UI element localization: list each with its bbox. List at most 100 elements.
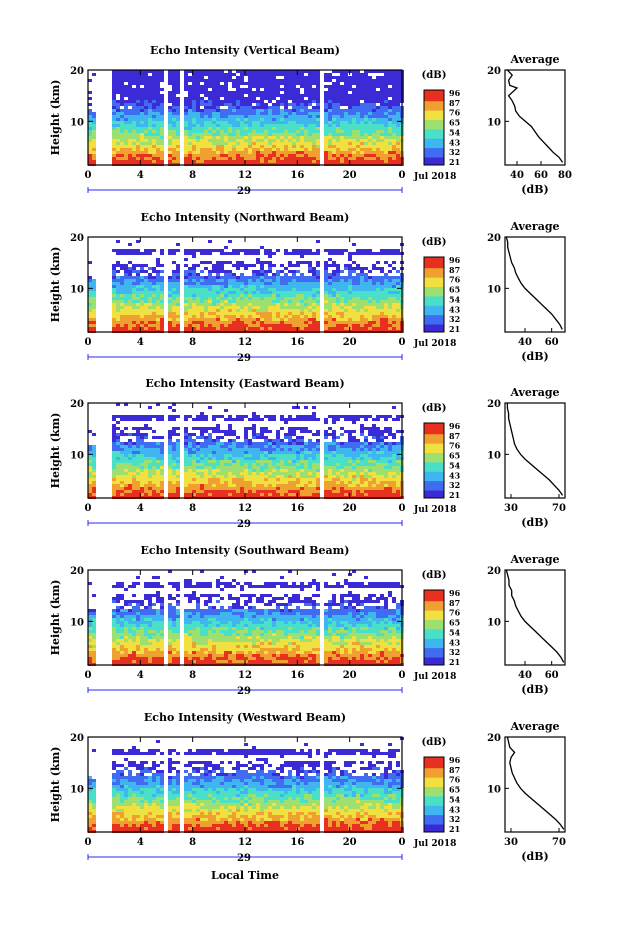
heatmap-cell bbox=[144, 282, 148, 285]
heatmap-cell bbox=[296, 91, 300, 94]
heatmap-cell bbox=[116, 264, 120, 267]
heatmap-cell bbox=[272, 85, 276, 88]
heatmap-cell bbox=[112, 418, 116, 421]
heatmap-cell bbox=[336, 288, 340, 291]
heatmap-cell bbox=[92, 160, 96, 163]
heatmap-cell bbox=[204, 276, 208, 279]
heatmap-cell bbox=[252, 457, 256, 460]
heatmap-cell bbox=[276, 85, 280, 88]
heatmap-cell bbox=[212, 493, 216, 496]
heatmap-cell bbox=[244, 294, 248, 297]
heatmap-cell bbox=[236, 249, 240, 252]
heatmap-cell bbox=[128, 478, 132, 481]
heatmap-cell bbox=[176, 306, 180, 309]
heatmap-cell bbox=[268, 264, 272, 267]
heatmap-cell bbox=[240, 321, 244, 324]
heatmap-cell bbox=[388, 118, 392, 121]
heatmap-cell bbox=[332, 91, 336, 94]
heatmap-cell bbox=[224, 418, 228, 421]
heatmap-cell bbox=[260, 312, 264, 315]
heatmap-cell bbox=[216, 285, 220, 288]
x-tick-label: 0 bbox=[399, 170, 406, 181]
heatmap-cell bbox=[296, 160, 300, 163]
heatmap-cell bbox=[192, 82, 196, 85]
heatmap-cell bbox=[200, 481, 204, 484]
heatmap-cell bbox=[144, 115, 148, 118]
heatmap-cell bbox=[280, 142, 284, 145]
heatmap-cell bbox=[296, 97, 300, 100]
heatmap-cell bbox=[244, 490, 248, 493]
heatmap-cell bbox=[340, 148, 344, 151]
heatmap-cell bbox=[236, 279, 240, 282]
heatmap-cell bbox=[364, 300, 368, 303]
heatmap-cell bbox=[236, 297, 240, 300]
heatmap-cell bbox=[152, 73, 156, 76]
heatmap-cell bbox=[372, 300, 376, 303]
heatmap-cell bbox=[128, 466, 132, 469]
heatmap-cell bbox=[136, 82, 140, 85]
heatmap-cell bbox=[380, 279, 384, 282]
heatmap-cell bbox=[116, 252, 120, 255]
heatmap-cell bbox=[292, 130, 296, 133]
heatmap-cell bbox=[240, 133, 244, 136]
heatmap-cell bbox=[244, 118, 248, 121]
heatmap-cell bbox=[120, 142, 124, 145]
heatmap-cell bbox=[292, 103, 296, 106]
heatmap-cell bbox=[376, 321, 380, 324]
heatmap-cell bbox=[88, 303, 92, 306]
heatmap-cell bbox=[200, 100, 204, 103]
heatmap-cell bbox=[344, 300, 348, 303]
heatmap-cell bbox=[144, 145, 148, 148]
y-tick-label: 20 bbox=[70, 233, 84, 244]
heatmap-cell bbox=[340, 70, 344, 73]
heatmap-cell bbox=[184, 285, 188, 288]
heatmap-cell bbox=[256, 70, 260, 73]
heatmap-cell bbox=[368, 318, 372, 321]
heatmap-cell bbox=[284, 151, 288, 154]
heatmap-cell bbox=[396, 115, 400, 118]
heatmap-cell bbox=[116, 484, 120, 487]
heatmap-cell bbox=[252, 315, 256, 318]
heatmap-cell bbox=[136, 300, 140, 303]
x-tick-label: 0 bbox=[85, 337, 92, 348]
heatmap-cell bbox=[140, 490, 144, 493]
heatmap-cell bbox=[384, 76, 388, 79]
heatmap-cell bbox=[392, 88, 396, 91]
heatmap-cell bbox=[128, 493, 132, 496]
heatmap-cell bbox=[176, 463, 180, 466]
heatmap-cell bbox=[160, 327, 164, 330]
heatmap-cell bbox=[176, 451, 180, 454]
heatmap-cell bbox=[208, 121, 212, 124]
heatmap-cell bbox=[208, 478, 212, 481]
heatmap-cell bbox=[268, 288, 272, 291]
heatmap-cell bbox=[208, 300, 212, 303]
heatmap-cell bbox=[204, 481, 208, 484]
colorbar-segment bbox=[424, 140, 444, 143]
heatmap-cell bbox=[192, 475, 196, 478]
heatmap-cell bbox=[308, 264, 312, 267]
heatmap-cell bbox=[120, 76, 124, 79]
heatmap-cell bbox=[256, 297, 260, 300]
heatmap-cell bbox=[136, 418, 140, 421]
heatmap-cell bbox=[176, 145, 180, 148]
heatmap-cell bbox=[112, 457, 116, 460]
heatmap-cell bbox=[244, 460, 248, 463]
heatmap-cell bbox=[348, 324, 352, 327]
heatmap-cell bbox=[184, 139, 188, 142]
heatmap-cell bbox=[212, 484, 216, 487]
heatmap-cell bbox=[204, 252, 208, 255]
heatmap-cell bbox=[276, 327, 280, 330]
heatmap-cell bbox=[228, 94, 232, 97]
heatmap-cell bbox=[268, 291, 272, 294]
heatmap-cell bbox=[316, 321, 320, 324]
heatmap-cell bbox=[348, 276, 352, 279]
heatmap-cell bbox=[204, 103, 208, 106]
heatmap-cell bbox=[132, 418, 136, 421]
heatmap-cell bbox=[308, 249, 312, 252]
avg-x-label: (dB) bbox=[521, 350, 548, 363]
heatmap-cell bbox=[248, 130, 252, 133]
heatmap-cell bbox=[112, 103, 116, 106]
heatmap-cell bbox=[176, 115, 180, 118]
heatmap-cell bbox=[112, 472, 116, 475]
heatmap-cell bbox=[344, 70, 348, 73]
